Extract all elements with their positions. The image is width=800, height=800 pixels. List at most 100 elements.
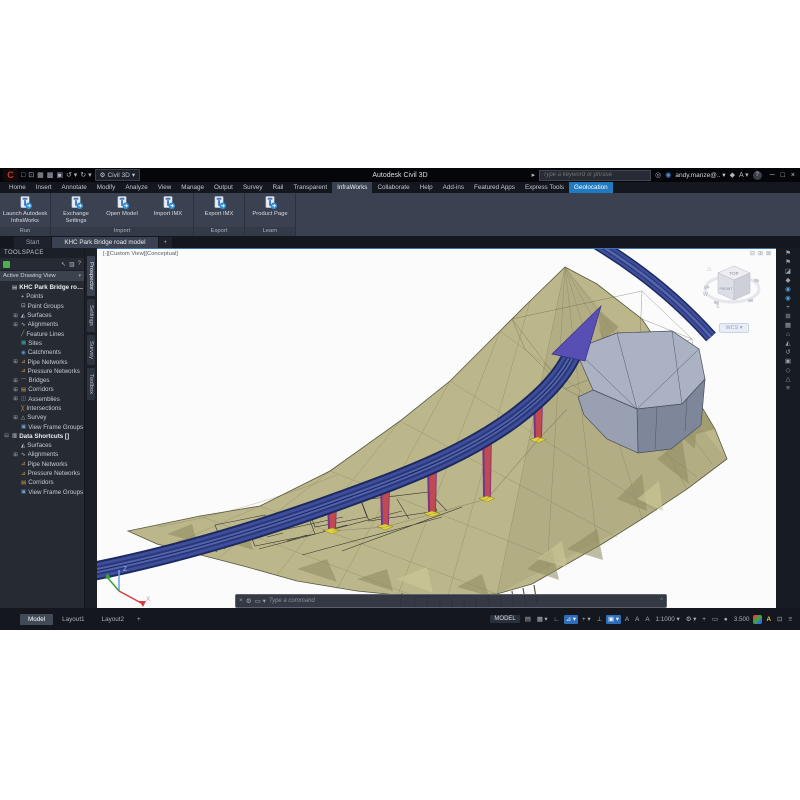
rail-layers-icon[interactable]: ◪: [784, 268, 792, 275]
toolspace-tab-toolbox[interactable]: Toolbox: [87, 368, 95, 401]
viewport-minimize-icon[interactable]: ⊟: [749, 251, 755, 257]
help-icon[interactable]: ?: [752, 170, 762, 180]
tab-modify[interactable]: Modify: [96, 184, 116, 191]
quick-view-icon[interactable]: ▤: [524, 615, 531, 623]
tree-expander-icon[interactable]: ⊞: [13, 359, 18, 366]
tree-item-intersections[interactable]: ╳ Intersections: [21, 405, 62, 412]
road-corridor-main[interactable]: [97, 348, 582, 581]
tree-item-feature-lines[interactable]: ╱ Feature Lines: [21, 330, 65, 338]
command-input[interactable]: Type a command: [268, 598, 315, 604]
tree-expander-icon[interactable]: ⊞: [13, 312, 18, 319]
command-close-icon[interactable]: ×: [239, 597, 243, 604]
rail-flag-icon[interactable]: ⚑: [785, 250, 791, 257]
ortho-mode-icon[interactable]: ∟: [553, 615, 560, 623]
minimize-button[interactable]: ─: [769, 171, 775, 179]
workspace-icon[interactable]: ▭: [711, 615, 718, 623]
object-snap-icon[interactable]: ⊥: [596, 615, 603, 623]
tree-expander-icon[interactable]: ⊞: [13, 451, 18, 458]
tree-item-ds-pressure-networks[interactable]: ⊿ Pressure Networks: [21, 470, 80, 478]
graphics-icon[interactable]: ●: [723, 615, 728, 623]
viewport-close-icon[interactable]: ⊠: [765, 251, 771, 257]
command-line-bar[interactable]: × ⚙ ▭ ▾ Type a command ^: [235, 594, 667, 608]
rail-globe-icon[interactable]: ◉: [785, 286, 791, 293]
rail-surface-icon[interactable]: ◭: [785, 340, 791, 347]
isolate-objects-icon[interactable]: ⊡: [777, 615, 783, 623]
tab-help[interactable]: Help: [419, 184, 433, 191]
add-scale-icon[interactable]: +: [702, 615, 706, 623]
tree-expander-icon[interactable]: ⊞: [13, 321, 18, 328]
tab-rail[interactable]: Rail: [272, 184, 284, 191]
tree-item-drawing-root[interactable]: ▤ KHC Park Bridge road mode...: [12, 284, 84, 292]
tree-item-pressure-networks[interactable]: ⊿ Pressure Networks: [21, 367, 80, 375]
cart-icon[interactable]: ◆: [729, 172, 735, 179]
tab-transparent[interactable]: Transparent: [293, 184, 328, 191]
tab-manage[interactable]: Manage: [181, 184, 205, 191]
grid-display-icon[interactable]: ▦ ▾: [536, 615, 548, 623]
wcs-selector[interactable]: WCS ▾: [719, 323, 749, 333]
ribbon-button[interactable]: Exchange Settings: [53, 194, 99, 224]
select-icon[interactable]: ↖: [60, 261, 66, 268]
rail-view-icon[interactable]: ▣: [784, 358, 792, 365]
plot-icon[interactable]: ▣: [56, 172, 63, 179]
tab-output[interactable]: Output: [214, 184, 233, 191]
customization-menu-icon[interactable]: ≡: [788, 615, 792, 623]
rock-outcrop-model[interactable]: [574, 330, 706, 454]
performance-icon[interactable]: [753, 614, 763, 624]
tab-analyze[interactable]: Analyze: [125, 184, 148, 191]
new-file-icon[interactable]: □: [21, 171, 26, 179]
tree-expander-icon[interactable]: ⊞: [13, 396, 18, 403]
rail-sheet-icon[interactable]: ▦: [784, 322, 792, 329]
annotation-scale-value[interactable]: 1:1000 ▾: [655, 615, 680, 623]
annotation-autoscale-icon[interactable]: A: [635, 615, 640, 623]
command-collapse-icon[interactable]: ^: [660, 598, 663, 604]
ribbon-button[interactable]: Product Page: [247, 194, 293, 218]
tab-annotate[interactable]: Annotate: [61, 184, 87, 191]
annotation-visibility-icon[interactable]: A: [624, 615, 630, 623]
tab-home[interactable]: Home: [9, 184, 26, 191]
annotation-monitor-icon[interactable]: A: [766, 615, 772, 623]
undo-icon[interactable]: ↺ ▾: [65, 172, 78, 179]
tree-item-ds-surfaces[interactable]: ◭ Surfaces: [21, 442, 52, 450]
tree-expander-icon[interactable]: ⊞: [13, 377, 18, 384]
rail-home-icon[interactable]: ⌂: [786, 331, 790, 338]
tree-item-ds-alignments[interactable]: ⊞ ∿ Alignments: [13, 451, 59, 459]
tab-add-ins[interactable]: Add-ins: [442, 184, 464, 191]
command-wrench-icon[interactable]: ⚙: [245, 598, 252, 605]
viewcube[interactable]: TOP FRONT ⌂ W S WCS ▾: [702, 259, 766, 334]
application-menu-button[interactable]: C: [3, 169, 18, 181]
viewport-maximize-icon[interactable]: ⊞: [757, 251, 763, 257]
tab-survey[interactable]: Survey: [242, 184, 263, 191]
item-view-icon[interactable]: [3, 260, 10, 268]
elevation-value[interactable]: 3.500: [733, 615, 750, 623]
new-layout-tab[interactable]: +: [137, 615, 141, 623]
tree-expander-icon[interactable]: ⊟: [4, 433, 9, 440]
close-button[interactable]: ×: [790, 171, 795, 179]
file-tab-khc-park-bridge[interactable]: KHC Park Bridge road model: [52, 237, 158, 248]
save-as-icon[interactable]: ▩: [46, 172, 54, 179]
polar-tracking-icon[interactable]: ⊿ ▾: [563, 614, 578, 624]
display-icon[interactable]: ▥: [68, 261, 75, 268]
rail-diamond-icon[interactable]: ◇: [785, 367, 791, 374]
3d-model-canvas[interactable]: Z X: [97, 249, 776, 608]
tree-item-ds-view-frame-groups[interactable]: ▣ View Frame Groups: [21, 488, 84, 496]
new-drawing-tab[interactable]: +: [158, 237, 173, 248]
open-file-icon[interactable]: ⊡: [28, 172, 35, 179]
annotation-scale-icon[interactable]: A: [645, 615, 650, 623]
tree-expander-icon[interactable]: ⊞: [13, 414, 18, 421]
rail-grid-icon[interactable]: ⊞: [785, 313, 791, 320]
tree-item-assemblies[interactable]: ⊞ ◫ Assemblies: [13, 395, 60, 403]
tree-item-pipe-networks[interactable]: ⊞ ⊿ Pipe Networks: [13, 358, 68, 366]
rail-orbit-icon[interactable]: ↺: [785, 349, 791, 356]
save-icon[interactable]: ▦: [37, 172, 44, 179]
ribbon-button[interactable]: Export IMX: [196, 194, 242, 218]
recent-commands-icon[interactable]: ▭ ▾: [254, 598, 266, 605]
rail-menu-icon[interactable]: ≡: [786, 385, 790, 392]
model-tab[interactable]: Model: [20, 613, 54, 625]
search-expand-icon[interactable]: ▸: [531, 172, 536, 179]
tab-collaborate[interactable]: Collaborate: [377, 184, 410, 191]
tab-featured-apps[interactable]: Featured Apps: [473, 184, 515, 191]
help-icon[interactable]: ?: [77, 260, 81, 267]
toolspace-tab-prospector[interactable]: Prospector: [87, 256, 95, 297]
search-icon[interactable]: ◎: [655, 172, 662, 179]
model-space-toggle[interactable]: MODEL: [490, 615, 520, 623]
